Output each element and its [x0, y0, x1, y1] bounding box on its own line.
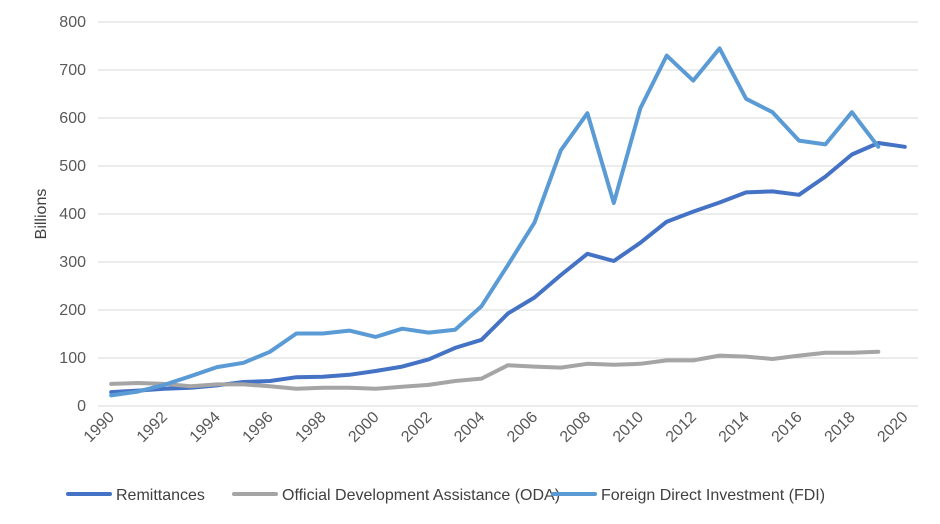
legend-label-1: Official Development Assistance (ODA) — [282, 487, 560, 504]
x-tick-label-2008: 2008 — [557, 409, 594, 446]
y-axis-title: Billions — [33, 189, 50, 240]
x-tick-label-2006: 2006 — [504, 409, 541, 446]
y-tick-label-700: 700 — [59, 62, 86, 79]
x-tick-label-1996: 1996 — [240, 409, 277, 446]
y-tick-label-800: 800 — [59, 14, 86, 31]
y-tick-label-300: 300 — [59, 254, 86, 271]
series-line-0 — [109, 141, 907, 395]
y-tick-label-200: 200 — [59, 302, 86, 319]
x-tick-label-2002: 2002 — [398, 409, 435, 446]
x-axis-ticks: 1990 1992 1994 1996 1998 2000 2002 2004 2006 2008… — [81, 409, 912, 446]
y-axis-ticks: 0 100 200 300 400 500 600 700 800 — [59, 14, 86, 415]
series-2 — [109, 46, 881, 398]
series-line-2 — [109, 46, 881, 398]
legend-label-2: Foreign Direct Investment (FDI) — [601, 487, 825, 504]
x-tick-label-1990: 1990 — [81, 409, 118, 446]
legend-label-0: Remittances — [116, 487, 205, 504]
x-tick-label-2018: 2018 — [822, 409, 859, 446]
legend-item-1: Official Development Assistance (ODA) — [232, 487, 560, 504]
y-tick-label-100: 100 — [59, 350, 86, 367]
x-tick-label-2012: 2012 — [663, 409, 700, 446]
x-tick-label-2014: 2014 — [716, 409, 753, 446]
x-tick-label-2000: 2000 — [345, 409, 382, 446]
x-tick-label-2004: 2004 — [451, 409, 488, 446]
y-tick-label-500: 500 — [59, 158, 86, 175]
x-tick-label-1994: 1994 — [187, 409, 224, 446]
series-line-1 — [109, 349, 881, 391]
series-0 — [109, 141, 907, 395]
legend-item-0: Remittances — [66, 487, 205, 504]
x-tick-label-2020: 2020 — [874, 409, 911, 446]
x-tick-label-1998: 1998 — [292, 409, 329, 446]
series-lines — [109, 46, 907, 398]
legend: Remittances Official Development Assistan… — [66, 487, 825, 504]
legend-item-2: Foreign Direct Investment (FDI) — [551, 487, 825, 504]
x-tick-label-1992: 1992 — [134, 409, 171, 446]
y-tick-label-400: 400 — [59, 206, 86, 223]
x-tick-label-2016: 2016 — [769, 409, 806, 446]
y-tick-label-0: 0 — [77, 398, 86, 415]
x-tick-label-2010: 2010 — [610, 409, 647, 446]
series-1 — [109, 349, 881, 391]
gridlines — [98, 21, 918, 407]
y-tick-label-600: 600 — [59, 110, 86, 127]
